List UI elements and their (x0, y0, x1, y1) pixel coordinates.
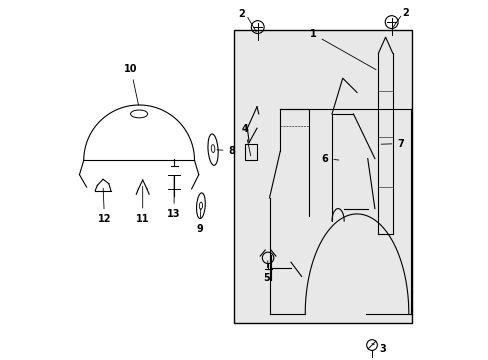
Text: 5: 5 (263, 261, 269, 283)
Text: 12: 12 (98, 188, 111, 224)
Text: 6: 6 (321, 154, 338, 163)
Text: 1: 1 (309, 29, 375, 70)
Text: 3: 3 (371, 343, 386, 354)
Text: 13: 13 (167, 177, 181, 219)
Bar (233, 30, 411, 323)
Text: 2: 2 (238, 9, 245, 19)
Text: 9: 9 (196, 208, 203, 234)
Text: 11: 11 (136, 186, 149, 224)
Text: 4: 4 (242, 124, 250, 156)
Text: 2: 2 (402, 8, 408, 18)
Text: 7: 7 (381, 139, 403, 149)
Text: 10: 10 (124, 64, 138, 105)
Bar (244, 144, 257, 160)
Text: 8: 8 (217, 146, 235, 156)
